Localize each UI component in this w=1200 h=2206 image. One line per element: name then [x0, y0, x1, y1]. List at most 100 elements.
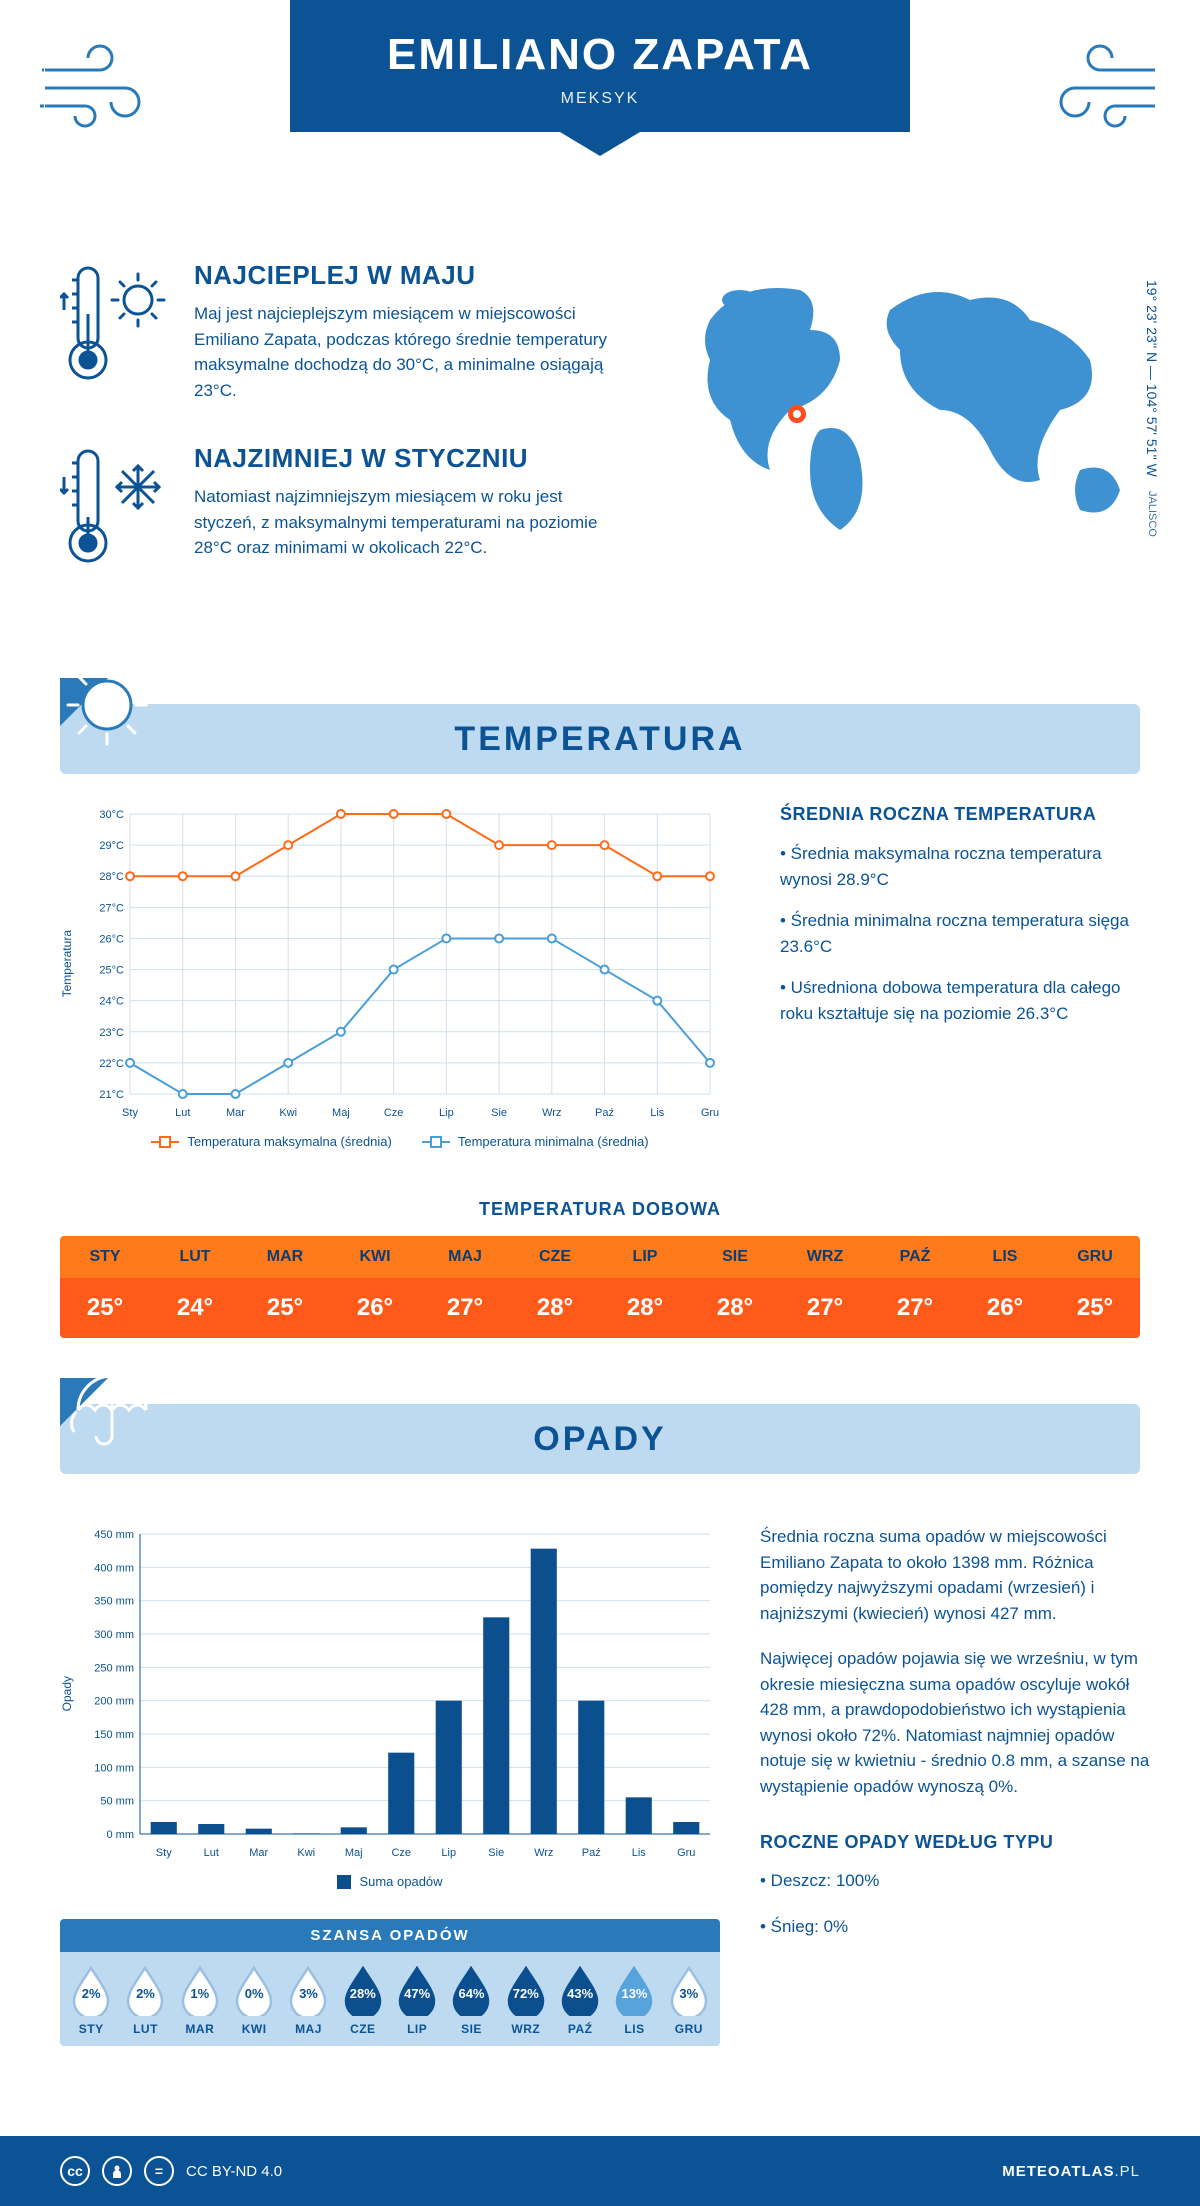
daily-temp-table: STYLUTMARKWIMAJCZELIPSIEWRZPAŹLISGRU25°2… — [60, 1236, 1140, 1338]
location-marker-icon — [788, 405, 806, 423]
header: EMILIANO ZAPATA MEKSYK — [0, 0, 1200, 220]
rain-chance-cell: 13% LIS — [609, 1966, 659, 2036]
raindrop-icon: 28% — [342, 1966, 384, 2016]
wind-icon — [1030, 40, 1160, 135]
daily-temp-header: MAJ — [420, 1236, 510, 1278]
section-title: TEMPERATURA — [454, 720, 745, 759]
svg-text:Sty: Sty — [122, 1107, 138, 1119]
rain-chance-cell: 64% SIE — [446, 1966, 496, 2036]
rain-info: Średnia roczna suma opadów w miejscowośc… — [760, 1524, 1160, 2046]
raindrop-icon: 3% — [287, 1966, 329, 2016]
daily-temp-value: 24° — [150, 1278, 240, 1338]
raindrop-icon: 13% — [613, 1966, 655, 2016]
temp-info-bullet: • Średnia minimalna roczna temperatura s… — [780, 908, 1140, 959]
svg-text:250 mm: 250 mm — [94, 1662, 134, 1674]
temperature-chart: Temperatura 21°C22°C23°C24°C25°C26°C27°C… — [60, 804, 740, 1149]
svg-text:Lut: Lut — [175, 1107, 190, 1119]
svg-text:100 mm: 100 mm — [94, 1762, 134, 1774]
rain-chance-cell: 0% KWI — [229, 1966, 279, 2036]
svg-text:Wrz: Wrz — [534, 1847, 553, 1859]
daily-temp-value: 25° — [240, 1278, 330, 1338]
svg-text:0 mm: 0 mm — [107, 1829, 135, 1841]
svg-text:28°C: 28°C — [99, 871, 124, 883]
svg-text:Gru: Gru — [677, 1847, 695, 1859]
legend-min-label: Temperatura minimalna (średnia) — [458, 1134, 649, 1149]
daily-temp-header: KWI — [330, 1236, 420, 1278]
section-title: OPADY — [533, 1420, 666, 1459]
map-column: 19° 23' 23'' N — 104° 57' 51'' W JALISCO — [680, 260, 1140, 618]
daily-temp-header: SIE — [690, 1236, 780, 1278]
rain-info-paragraph: Najwięcej opadów pojawia się we wrześniu… — [760, 1646, 1160, 1799]
daily-temp-value: 28° — [600, 1278, 690, 1338]
by-icon — [102, 2156, 132, 2186]
daily-temp-header: STY — [60, 1236, 150, 1278]
svg-text:Maj: Maj — [345, 1847, 363, 1859]
svg-text:27°C: 27°C — [99, 902, 124, 914]
rain-chance-cell: 2% STY — [66, 1966, 116, 2036]
rain-chance-cell: 2% LUT — [120, 1966, 170, 2036]
raindrop-icon: 3% — [668, 1966, 710, 2016]
wind-icon — [40, 40, 170, 135]
coldest-title: NAJZIMNIEJ W STYCZNIU — [194, 443, 614, 474]
raindrop-icon: 72% — [505, 1966, 547, 2016]
location-title: EMILIANO ZAPATA — [290, 30, 910, 80]
legend-rain-label: Suma opadów — [359, 1874, 442, 1889]
svg-text:Lis: Lis — [632, 1847, 647, 1859]
svg-text:Mar: Mar — [249, 1847, 268, 1859]
rain-type-title: ROCZNE OPADY WEDŁUG TYPU — [760, 1829, 1160, 1856]
svg-text:350 mm: 350 mm — [94, 1596, 134, 1608]
daily-temp-header: LUT — [150, 1236, 240, 1278]
daily-temp-header: GRU — [1050, 1236, 1140, 1278]
page: EMILIANO ZAPATA MEKSYK — [0, 0, 1200, 2206]
raindrop-icon: 64% — [450, 1966, 492, 2016]
nd-icon: = — [144, 2156, 174, 2186]
temperature-area: Temperatura 21°C22°C23°C24°C25°C26°C27°C… — [0, 804, 1200, 1179]
warmest-title: NAJCIEPLEJ W MAJU — [194, 260, 614, 291]
world-map-icon — [680, 260, 1140, 540]
daily-temp-value: 27° — [780, 1278, 870, 1338]
svg-text:Sty: Sty — [156, 1847, 172, 1859]
raindrop-icon: 2% — [70, 1966, 112, 2016]
rain-chance-cell: 28% CZE — [338, 1966, 388, 2036]
rain-area: Opady 0 mm50 mm100 mm150 mm200 mm250 mm3… — [0, 1504, 1200, 2076]
thermometer-snow-icon — [60, 443, 170, 578]
cc-icon: cc — [60, 2156, 90, 2186]
temperature-info: ŚREDNIA ROCZNA TEMPERATURA • Średnia mak… — [780, 804, 1140, 1149]
rain-chance-cell: 43% PAŹ — [555, 1966, 605, 2036]
svg-text:400 mm: 400 mm — [94, 1562, 134, 1574]
raindrop-icon: 2% — [124, 1966, 166, 2016]
daily-temp-value: 28° — [510, 1278, 600, 1338]
svg-text:300 mm: 300 mm — [94, 1629, 134, 1641]
temp-legend: Temperatura maksymalna (średnia) Tempera… — [60, 1134, 740, 1149]
sun-icon — [64, 662, 150, 753]
title-ribbon: EMILIANO ZAPATA MEKSYK — [290, 0, 910, 132]
daily-temp-title: TEMPERATURA DOBOWA — [0, 1199, 1200, 1220]
svg-text:Gru: Gru — [701, 1107, 719, 1119]
rain-chart: Opady 0 mm50 mm100 mm150 mm200 mm250 mm3… — [60, 1524, 720, 2046]
coldest-block: NAJZIMNIEJ W STYCZNIU Natomiast najzimni… — [60, 443, 640, 578]
svg-text:Paź: Paź — [582, 1847, 601, 1859]
svg-text:26°C: 26°C — [99, 933, 124, 945]
license-text: CC BY-ND 4.0 — [186, 2163, 282, 2180]
license-block: cc = CC BY-ND 4.0 — [60, 2156, 282, 2186]
rain-chance-cell: 47% LIP — [392, 1966, 442, 2036]
svg-text:50 mm: 50 mm — [100, 1796, 134, 1808]
rain-heading: OPADY — [60, 1378, 1140, 1474]
svg-text:450 mm: 450 mm — [94, 1529, 134, 1541]
temp-info-bullet: • Uśredniona dobowa temperatura dla całe… — [780, 975, 1140, 1026]
svg-text:Lip: Lip — [441, 1847, 456, 1859]
daily-temp-value: 26° — [960, 1278, 1050, 1338]
daily-temp-value: 25° — [1050, 1278, 1140, 1338]
svg-text:23°C: 23°C — [99, 1027, 124, 1039]
daily-temp-header: CZE — [510, 1236, 600, 1278]
temperature-heading: TEMPERATURA — [60, 678, 1140, 774]
svg-text:30°C: 30°C — [99, 809, 124, 821]
intro-section: NAJCIEPLEJ W MAJU Maj jest najcieplejszy… — [0, 220, 1200, 658]
daily-temp-value: 28° — [690, 1278, 780, 1338]
daily-temp-header: PAŹ — [870, 1236, 960, 1278]
coldest-text: Natomiast najzimniejszym miesiącem w rok… — [194, 484, 614, 561]
svg-text:200 mm: 200 mm — [94, 1696, 134, 1708]
rain-chance-cell: 3% MAJ — [283, 1966, 333, 2036]
rain-y-axis-label: Opady — [60, 1676, 74, 1711]
rain-chance-panel: SZANSA OPADÓW 2% STY 2% LUT 1% MAR 0% KW… — [60, 1919, 720, 2046]
